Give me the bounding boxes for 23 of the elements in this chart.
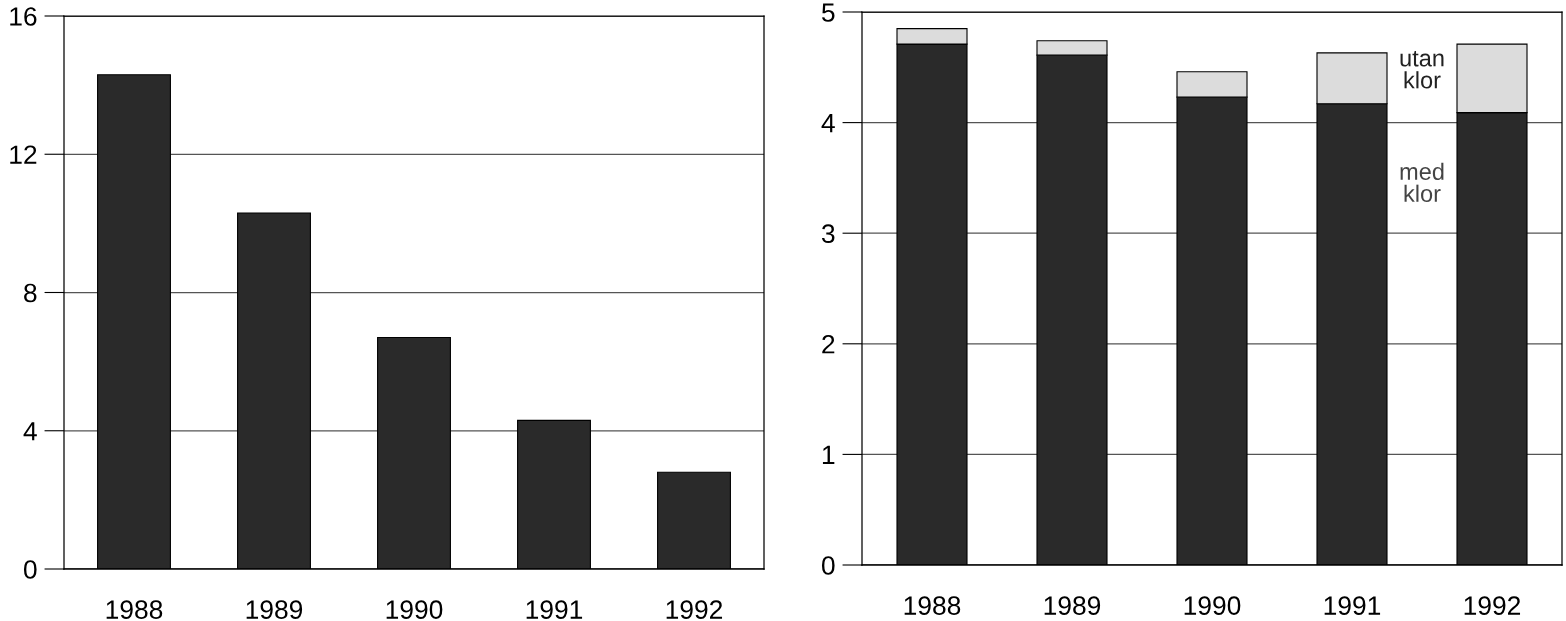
y-tick-label: 5: [821, 3, 835, 22]
series-label: med klor: [1400, 162, 1444, 202]
x-tick-label: 1989: [1044, 596, 1101, 615]
x-tick-label: 1991: [1324, 596, 1381, 615]
y-tick-label: 4: [23, 422, 37, 441]
x-tick-label: 1990: [1184, 596, 1241, 615]
y-tick-label: 2: [822, 334, 835, 354]
x-tick-label: 1989: [246, 600, 303, 619]
x-tick-label: 1988: [106, 600, 163, 619]
x-tick-label: 1990: [386, 600, 443, 619]
x-tick-label: 1992: [1464, 596, 1521, 615]
y-tick-label: 3: [821, 224, 835, 244]
series-label: utan klor: [1400, 51, 1444, 89]
y-tick-label: 16: [10, 7, 37, 26]
x-tick-label: 1988: [904, 596, 961, 615]
y-tick-label: 8: [24, 283, 37, 303]
y-tick-label: 0: [821, 556, 835, 575]
y-tick-label: 4: [821, 114, 835, 133]
x-tick-label: 1992: [666, 600, 723, 619]
y-tick-label: 1: [822, 445, 835, 464]
x-tick-label: 1991: [526, 600, 583, 619]
y-tick-label: 12: [10, 145, 37, 164]
y-tick-label: 0: [23, 560, 37, 579]
